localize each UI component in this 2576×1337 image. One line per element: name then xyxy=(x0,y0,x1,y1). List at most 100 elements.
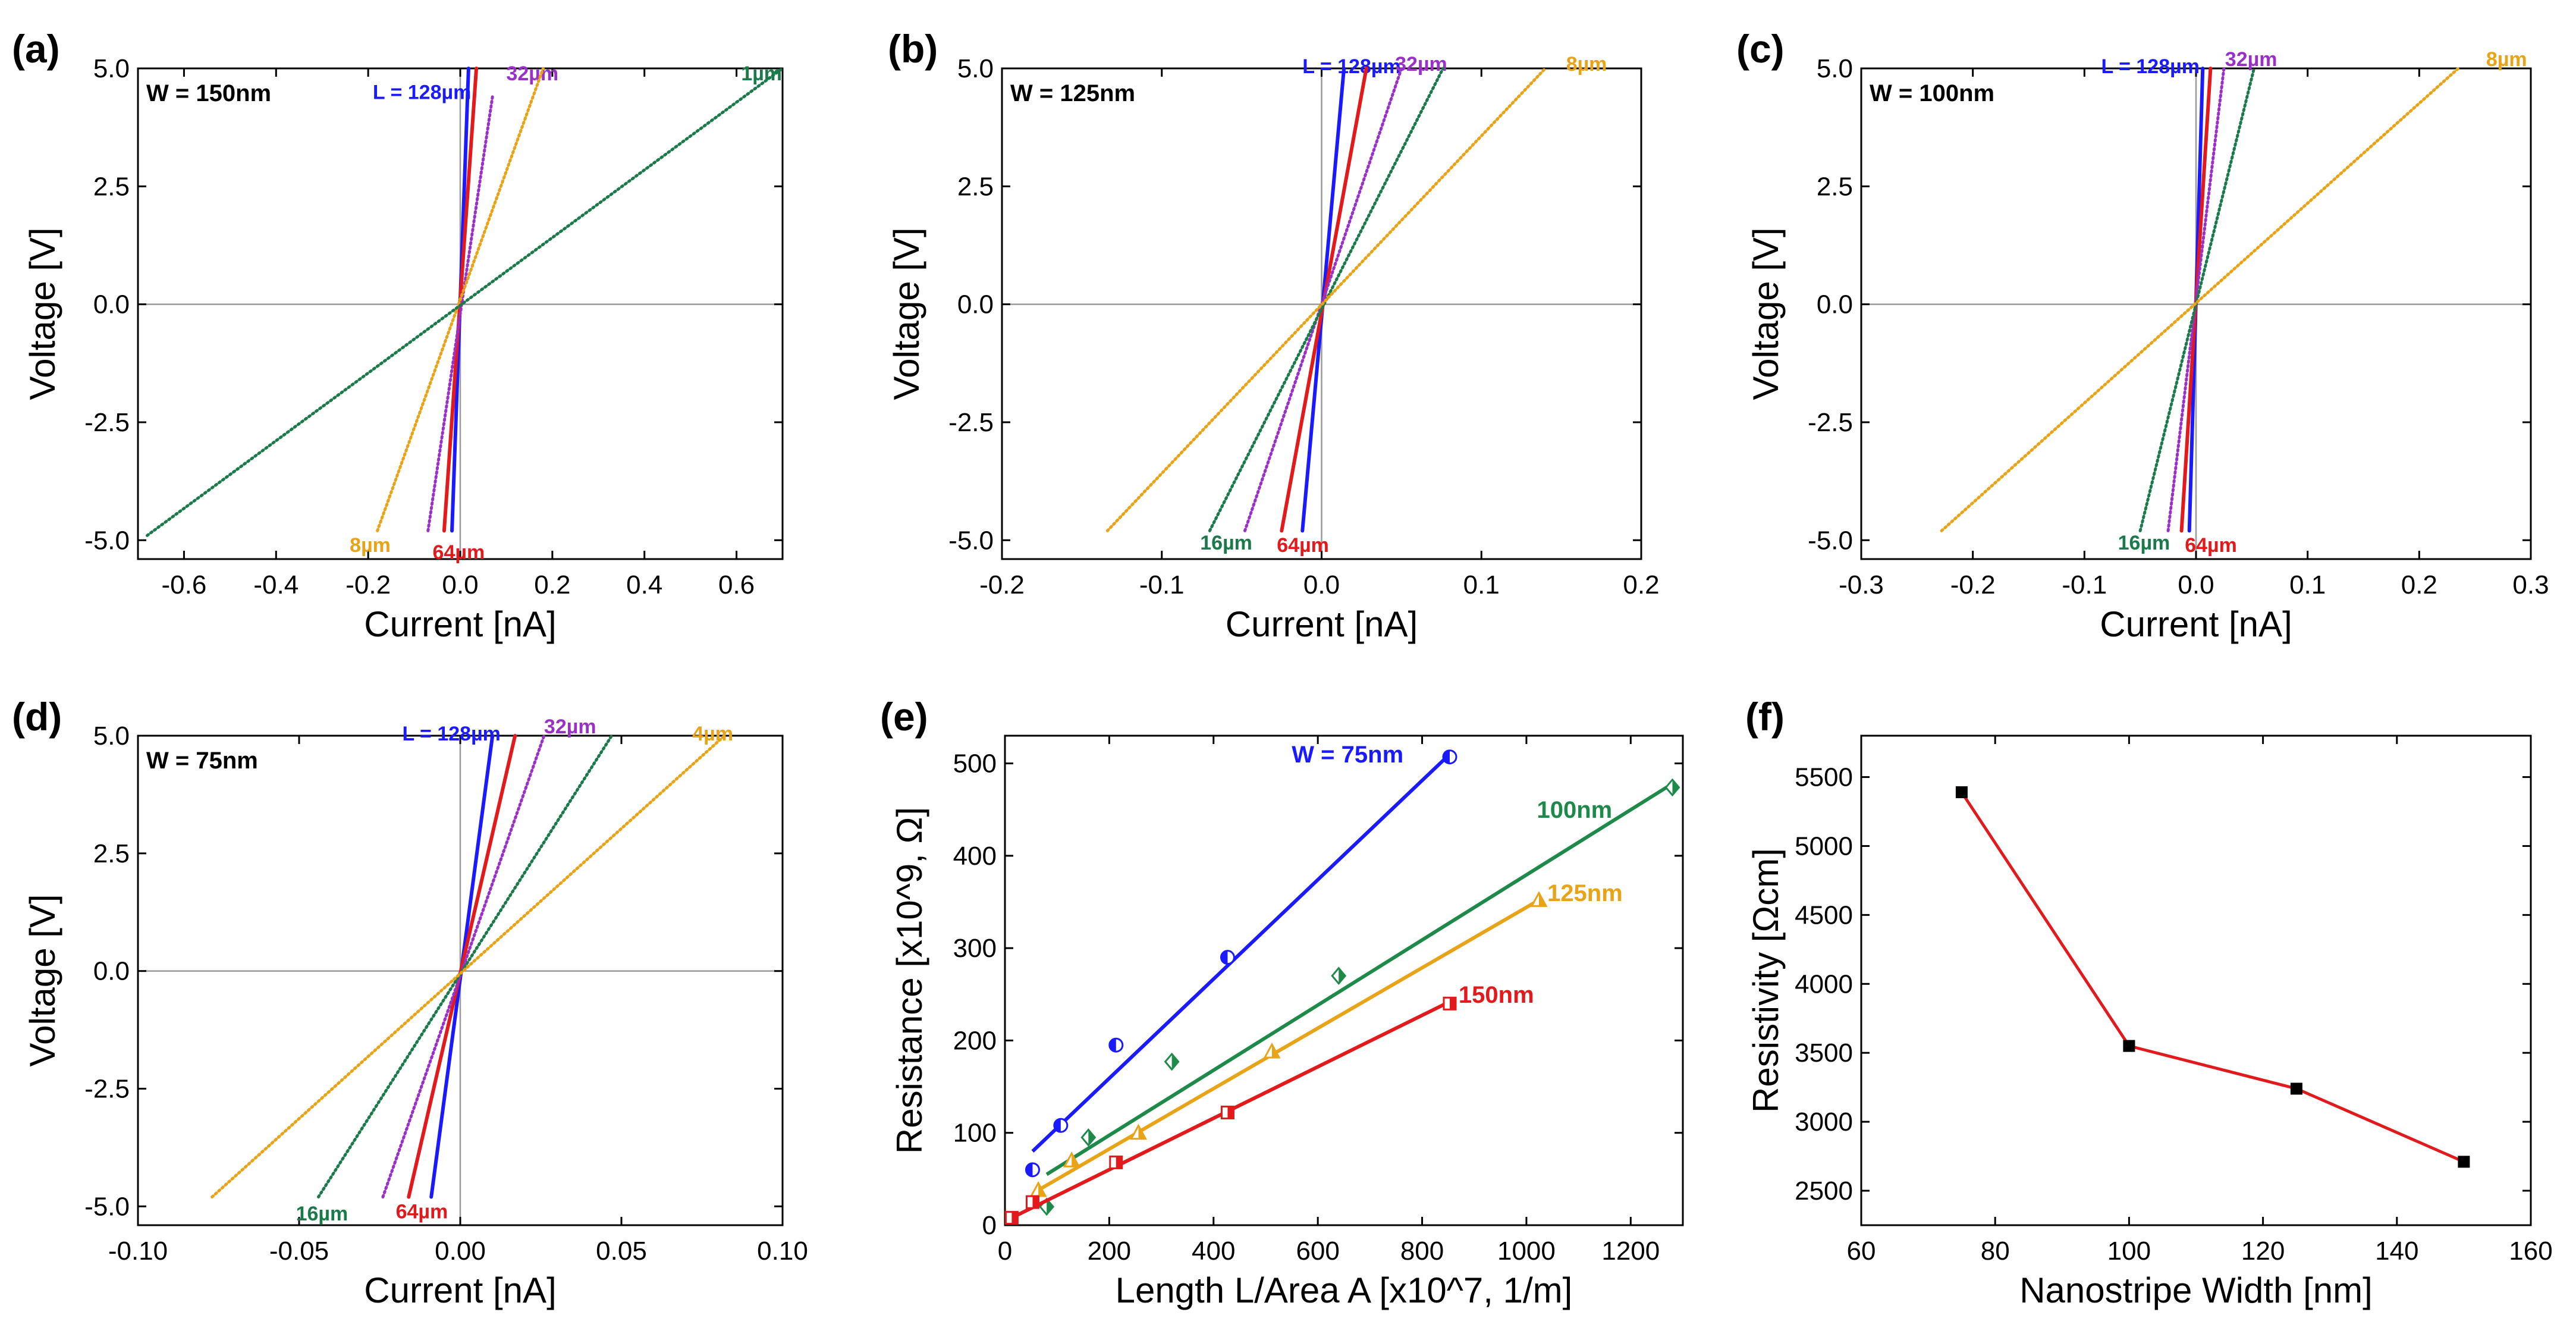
data-point-fill xyxy=(1227,1106,1234,1119)
panel-label: (e) xyxy=(880,695,928,739)
x-tick-label: 0.3 xyxy=(2512,570,2549,600)
x-tick-label: 0.4 xyxy=(626,570,662,600)
x-tick-label: 80 xyxy=(1981,1236,2010,1266)
y-axis-label: Voltage [V] xyxy=(23,894,62,1066)
data-point xyxy=(2458,1156,2470,1168)
series-label: L = 128µm xyxy=(373,81,471,104)
series-line-8µm xyxy=(1940,67,2460,532)
data-point-fill xyxy=(1088,1129,1095,1145)
series-label: W = 75nm xyxy=(1292,742,1403,768)
x-tick-label: 0.0 xyxy=(1303,570,1340,600)
series-label: 16µm xyxy=(2118,532,2170,554)
x-tick-label: -0.1 xyxy=(2062,570,2107,600)
x-tick-label: 0.00 xyxy=(435,1236,486,1266)
data-point-fill xyxy=(1443,750,1450,764)
data-point-fill xyxy=(1171,1054,1179,1070)
panel-e: (e) 0 200 400 600 800 1000 1200 0 100 200 300 400 500… xyxy=(880,695,1684,1310)
panel-label: (c) xyxy=(1736,27,1785,71)
data-point xyxy=(1955,786,1968,799)
x-tick-label: -0.3 xyxy=(1839,570,1884,600)
panel-b: (b) -0.2 -0.1 0.0 0.1 0.2 -5.0 -2.5 0.0 2.5 5.0 Cur… xyxy=(887,27,1660,644)
x-tick-label: 0.2 xyxy=(1623,570,1659,600)
x-tick-label: 800 xyxy=(1400,1236,1444,1266)
y-tick-label: 3500 xyxy=(1795,1038,1853,1068)
series-line-32µm xyxy=(1243,67,1403,532)
data-point-fill xyxy=(1038,1182,1046,1196)
x-axis-label: Current [nA] xyxy=(364,604,556,644)
data-point-fill xyxy=(1538,893,1546,906)
series-label: 64µm xyxy=(433,541,485,564)
x-axis-label: Nanostripe Width [nm] xyxy=(2019,1270,2373,1310)
x-tick-label: -0.4 xyxy=(253,570,299,600)
y-axis-label: Resistance [x10^9, Ω] xyxy=(890,807,929,1154)
x-tick-label: 0.0 xyxy=(2178,570,2214,600)
x-tick-label: 100 xyxy=(2107,1236,2151,1266)
data-point-fill xyxy=(1450,997,1456,1010)
series-line-8µm xyxy=(1105,67,1547,532)
series-label: 32µm xyxy=(2225,48,2277,71)
y-tick-label: 5.0 xyxy=(93,54,130,83)
y-tick-label: -2.5 xyxy=(84,408,130,437)
x-tick-label: 120 xyxy=(2241,1236,2285,1266)
x-tick-label: 0.05 xyxy=(596,1236,647,1266)
x-tick-label: 600 xyxy=(1296,1236,1339,1266)
data-point-fill xyxy=(1339,968,1346,984)
x-tick-label: -0.1 xyxy=(1139,570,1185,600)
series-line-64µm xyxy=(407,734,517,1199)
y-tick-label: 2.5 xyxy=(93,172,130,201)
y-tick-label: 2.5 xyxy=(1817,172,1853,201)
x-tick-label: -0.2 xyxy=(1950,570,1996,600)
y-tick-label: -5.0 xyxy=(1808,526,1853,555)
series-label: L = 128µm xyxy=(2101,55,2199,78)
y-tick-label: 2.5 xyxy=(93,839,130,868)
panel-d: (d) -0.10 -0.05 0.00 0.05 0.10 -5.0 -2.5 0.0 2.5 5… xyxy=(12,695,808,1310)
x-tick-label: 1000 xyxy=(1497,1236,1556,1266)
data-point-fill xyxy=(1271,1044,1279,1058)
series-label: 32µm xyxy=(506,62,558,85)
y-tick-label: 300 xyxy=(953,934,997,963)
y-tick-label: -5.0 xyxy=(84,526,130,555)
data-point-fill xyxy=(1054,1119,1061,1132)
panel-label: (f) xyxy=(1745,695,1785,739)
x-axis-label: Length L/Area A [x10^7, 1/m] xyxy=(1116,1270,1573,1310)
y-tick-label: 4500 xyxy=(1795,900,1853,930)
series-label: L = 128µm xyxy=(1302,55,1400,78)
y-tick-label: -2.5 xyxy=(948,408,994,437)
data-point-fill xyxy=(1026,1163,1033,1176)
chart-title: W = 150nm xyxy=(146,80,271,106)
series-label: 64µm xyxy=(2185,534,2237,557)
y-tick-label: 5000 xyxy=(1795,831,1853,861)
y-tick-label: 5.0 xyxy=(93,721,130,751)
series-label: 8µm xyxy=(1566,53,1607,76)
y-axis-label: Voltage [V] xyxy=(1746,227,1786,400)
series-label: 64µm xyxy=(1277,534,1329,557)
fit-line-100nm xyxy=(1045,782,1674,1176)
y-tick-label: -2.5 xyxy=(84,1075,130,1104)
series-line-16µm xyxy=(2138,67,2256,532)
series-line-32µm xyxy=(426,95,494,532)
series-line-8µm xyxy=(376,67,545,532)
x-tick-label: 0.1 xyxy=(2289,570,2326,600)
x-tick-label: 0.1 xyxy=(1463,570,1500,600)
y-tick-label: 0.0 xyxy=(93,957,130,986)
x-tick-label: 140 xyxy=(2375,1236,2418,1266)
y-axis-label: Voltage [V] xyxy=(23,227,62,400)
panel-label: (a) xyxy=(12,27,60,71)
x-tick-label: 400 xyxy=(1192,1236,1235,1266)
x-axis-label: Current [nA] xyxy=(1226,604,1418,644)
y-tick-label: 100 xyxy=(953,1119,997,1148)
panel-c: (c) -0.3 -0.2 -0.1 0.0 0.1 0.2 0.3 -5.0 -2.5 0.0 2.… xyxy=(1736,27,2549,644)
y-tick-label: -5.0 xyxy=(948,526,994,555)
y-tick-label: -2.5 xyxy=(1808,408,1853,437)
chart-title: W = 75nm xyxy=(146,748,258,774)
y-axis-label: Voltage [V] xyxy=(887,227,926,400)
series-line-16µm xyxy=(317,734,614,1199)
y-tick-label: 0.0 xyxy=(957,290,994,319)
series-label: 125nm xyxy=(1547,880,1623,906)
y-tick-label: 2.5 xyxy=(957,172,994,201)
data-point xyxy=(2290,1082,2302,1095)
series-label: 16µm xyxy=(1200,532,1252,554)
y-tick-label: 5.0 xyxy=(1817,54,1853,83)
chart-title: W = 100nm xyxy=(1870,80,1994,106)
series-line-4µm xyxy=(211,734,726,1199)
